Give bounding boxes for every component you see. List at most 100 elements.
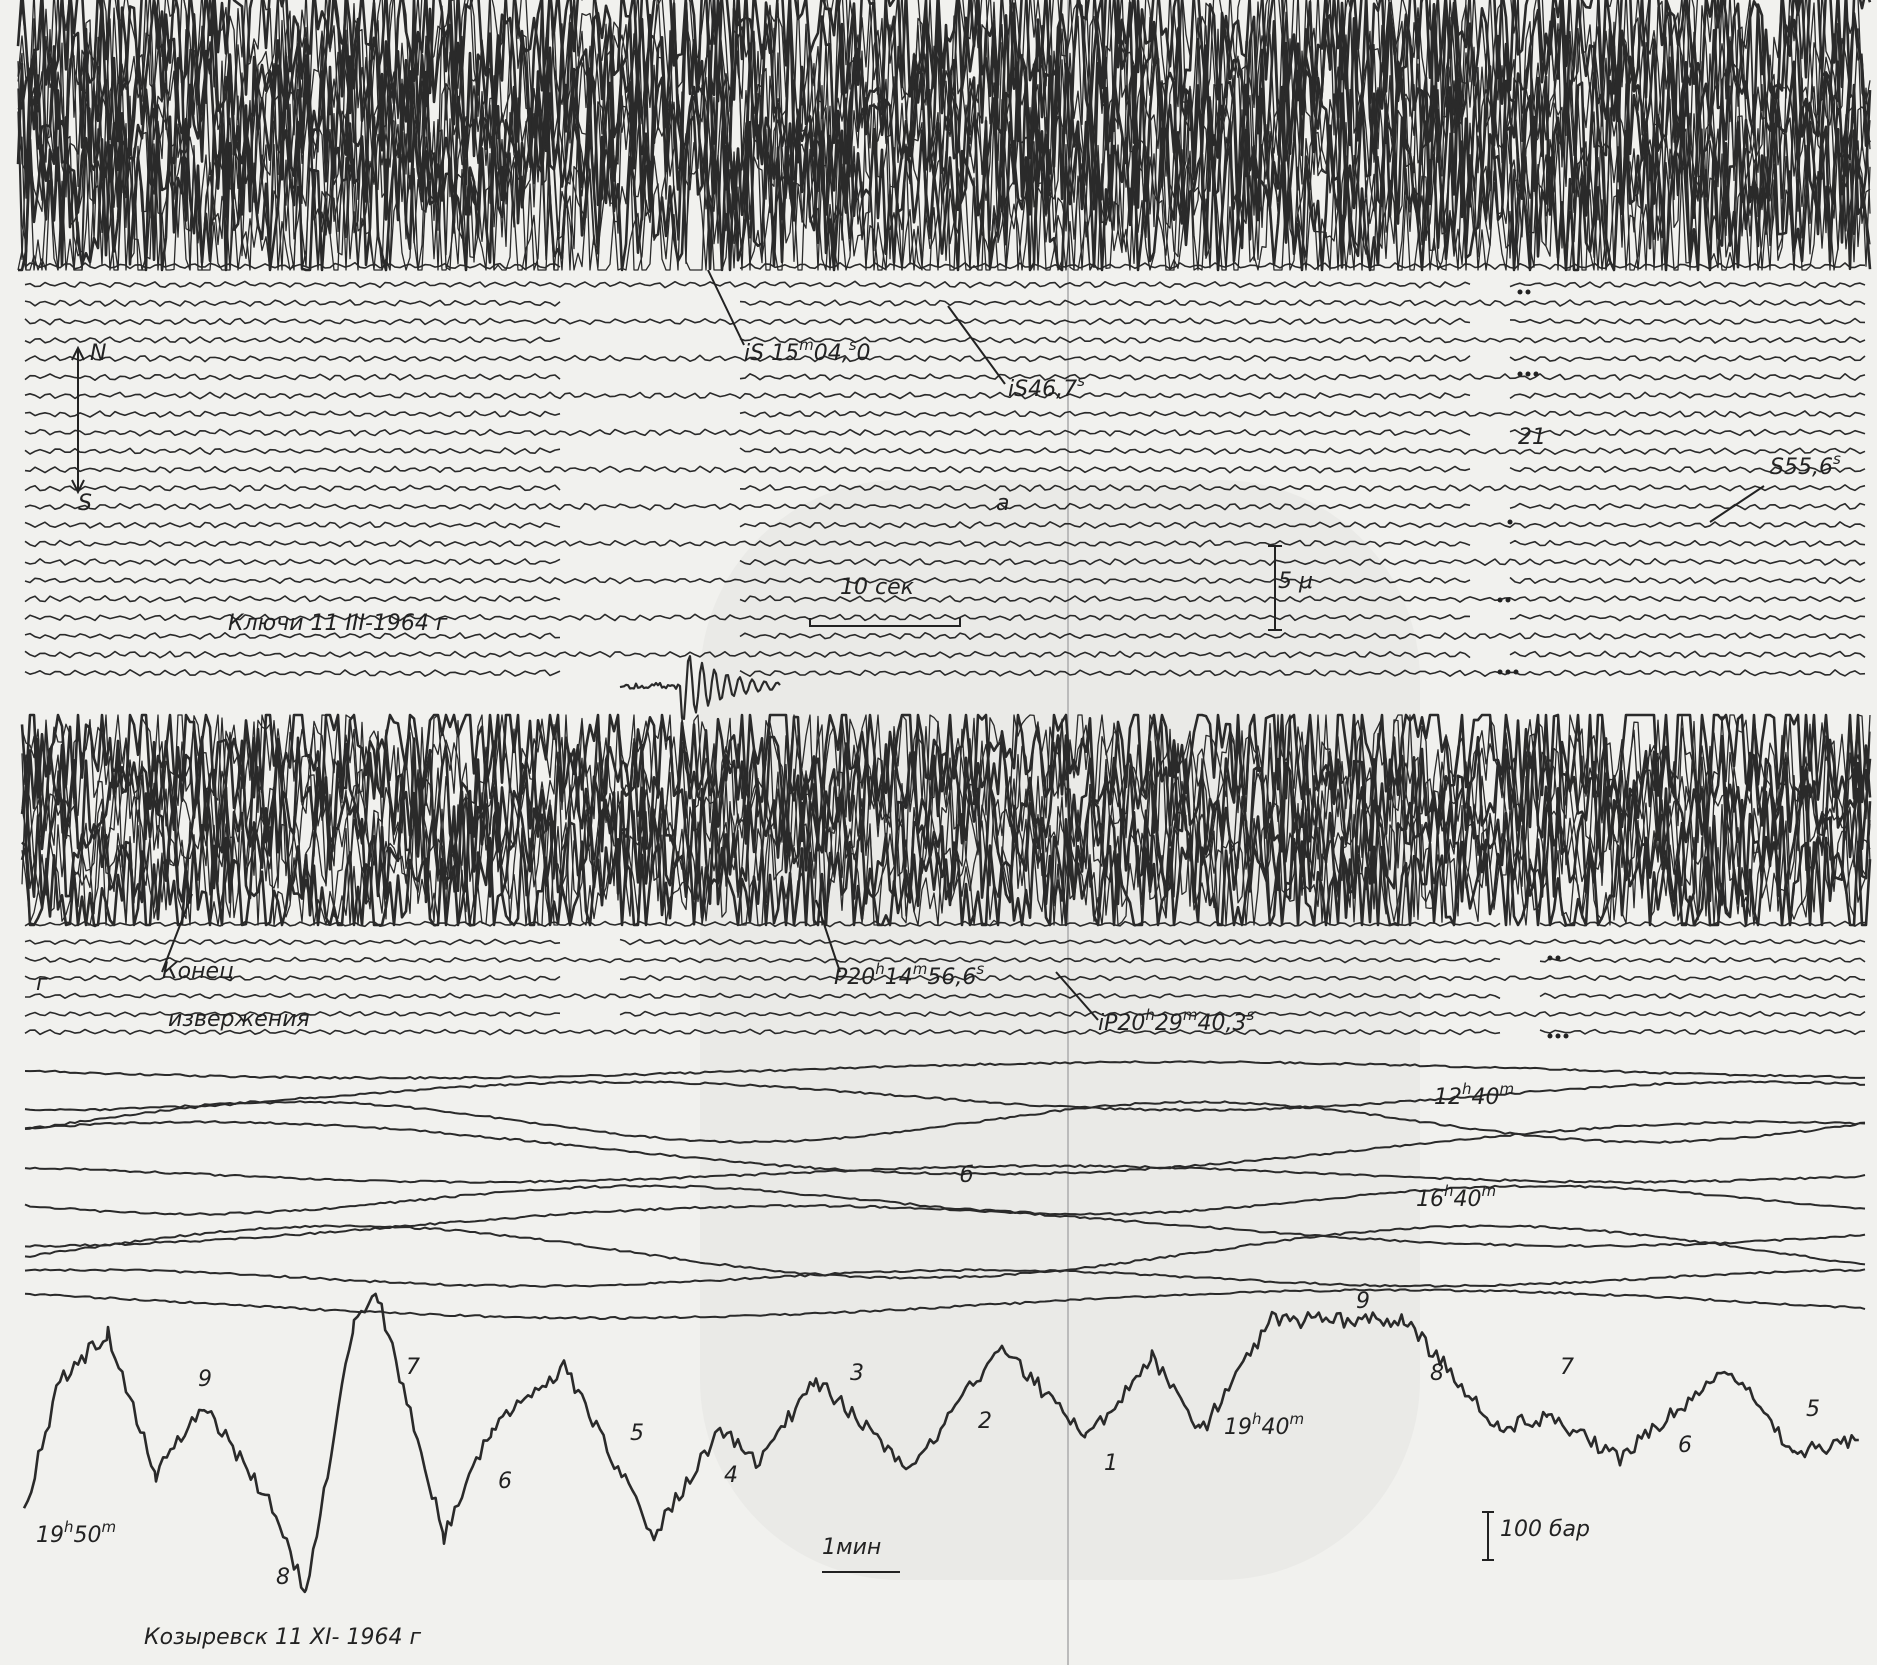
dot-marker bbox=[1526, 290, 1531, 295]
superscript: s bbox=[976, 960, 984, 978]
dot-marker bbox=[1514, 670, 1519, 675]
label-part: 2 bbox=[978, 1409, 992, 1434]
label-part: 29 bbox=[1155, 1011, 1183, 1036]
superscript: m bbox=[1500, 1080, 1515, 1098]
label: 1 bbox=[1104, 1451, 1118, 1476]
label-part: 21 bbox=[1518, 425, 1546, 450]
label-part: Конец bbox=[162, 959, 234, 984]
superscript: h bbox=[1444, 1182, 1454, 1200]
label: 5 bbox=[630, 1421, 644, 1446]
dot-marker bbox=[1548, 1034, 1553, 1039]
superscript: m bbox=[1183, 1006, 1198, 1024]
label-part: 5 bbox=[1806, 1397, 1820, 1422]
label-part: Козыревск 11 XI- 1964 г bbox=[144, 1625, 421, 1650]
label: 7 bbox=[1560, 1355, 1574, 1380]
label-part: 56,6 bbox=[927, 965, 976, 990]
label: 7 bbox=[406, 1355, 420, 1380]
superscript: h bbox=[1252, 1410, 1262, 1428]
label: 6 bbox=[498, 1469, 512, 1494]
label-part: S bbox=[78, 491, 92, 516]
dot-marker bbox=[1498, 670, 1503, 675]
superscript: s bbox=[849, 336, 857, 354]
label-part: Ключи 11 III-1964 г bbox=[228, 611, 448, 636]
dot-marker bbox=[1548, 956, 1553, 961]
label-part: 8 bbox=[1430, 1361, 1444, 1386]
superscript: h bbox=[875, 960, 885, 978]
label: 10 сек bbox=[840, 575, 915, 600]
superscript: h bbox=[1145, 1006, 1155, 1024]
label: 3 bbox=[850, 1361, 864, 1386]
label: 9 bbox=[198, 1367, 212, 1392]
label: 1мин bbox=[822, 1535, 881, 1560]
label-part: 10 сек bbox=[840, 575, 915, 600]
label-part: 19 bbox=[1224, 1415, 1252, 1440]
label-part: 04, bbox=[814, 341, 849, 366]
label-part: 1 bbox=[1104, 1451, 1118, 1476]
label-part: 40 bbox=[1262, 1415, 1290, 1440]
superscript: m bbox=[102, 1518, 117, 1536]
label-part: 16 bbox=[1416, 1187, 1444, 1212]
label-part: 6 bbox=[1678, 1433, 1692, 1458]
label: 8 bbox=[1430, 1361, 1444, 1386]
label-part: 40 bbox=[1454, 1187, 1482, 1212]
label-part: 4 bbox=[724, 1463, 738, 1488]
label: iS46,7s bbox=[1008, 372, 1085, 402]
label-part: 5 bbox=[630, 1421, 644, 1446]
label-part: 14 bbox=[885, 965, 913, 990]
label: 5 bbox=[1806, 1397, 1820, 1422]
label-part: 8 bbox=[276, 1565, 290, 1590]
label-part: г bbox=[36, 971, 48, 996]
label-part: 9 bbox=[1356, 1289, 1370, 1314]
label: Козыревск 11 XI- 1964 г bbox=[144, 1625, 421, 1650]
label-part: 50 bbox=[74, 1523, 102, 1548]
label-part: P20 bbox=[834, 965, 875, 990]
label-part: 40 bbox=[1472, 1085, 1500, 1110]
label-part: 6 bbox=[498, 1469, 512, 1494]
dot-marker bbox=[1526, 372, 1531, 377]
label: извержения bbox=[168, 1007, 310, 1032]
label: 9 bbox=[1356, 1289, 1370, 1314]
label: iP20h29m40,3s bbox=[1098, 1006, 1255, 1036]
dot-marker bbox=[1506, 670, 1511, 675]
superscript: s bbox=[1247, 1006, 1255, 1024]
superscript: m bbox=[913, 960, 928, 978]
label-part: 0 bbox=[857, 341, 871, 366]
label: Конец bbox=[162, 959, 234, 984]
label: 4 bbox=[724, 1463, 738, 1488]
label: 21 bbox=[1518, 425, 1546, 450]
label-part: 7 bbox=[1560, 1355, 1574, 1380]
seismogram-figure: iS 15m04,s0iS46,7sNS21S55,6sa10 сек5 μКл… bbox=[0, 0, 1877, 1665]
label: N bbox=[90, 341, 106, 366]
label: 2 bbox=[978, 1409, 992, 1434]
label-part: 12 bbox=[1434, 1085, 1462, 1110]
label-part: N bbox=[90, 341, 106, 366]
superscript: m bbox=[1482, 1182, 1497, 1200]
superscript: m bbox=[799, 336, 814, 354]
label: г bbox=[36, 971, 48, 996]
dot-marker bbox=[1506, 598, 1511, 603]
label-part: iS 15 bbox=[744, 341, 799, 366]
label: 8 bbox=[276, 1565, 290, 1590]
label-part: iS46,7 bbox=[1008, 377, 1077, 402]
label-part: 1мин bbox=[822, 1535, 881, 1560]
label-part: 40,3 bbox=[1198, 1011, 1247, 1036]
superscript: s bbox=[1833, 450, 1841, 468]
dot-marker bbox=[1556, 956, 1561, 961]
label: 100 бар bbox=[1500, 1517, 1590, 1542]
label: 5 μ bbox=[1278, 569, 1313, 594]
superscript: m bbox=[1290, 1410, 1305, 1428]
label-part: S55,6 bbox=[1770, 455, 1833, 480]
label: 6 bbox=[1678, 1433, 1692, 1458]
label: Ключи 11 III-1964 г bbox=[228, 611, 448, 636]
superscript: h bbox=[1462, 1080, 1472, 1098]
dot-marker bbox=[1518, 290, 1523, 295]
label-part: a bbox=[996, 491, 1009, 516]
label: S55,6s bbox=[1770, 450, 1841, 480]
label-part: 3 bbox=[850, 1361, 864, 1386]
dot-marker bbox=[1508, 520, 1513, 525]
label-part: 7 bbox=[406, 1355, 420, 1380]
dot-marker bbox=[1564, 1034, 1569, 1039]
superscript: s bbox=[1077, 372, 1085, 390]
label: a bbox=[996, 491, 1009, 516]
label-part: iP20 bbox=[1098, 1011, 1145, 1036]
